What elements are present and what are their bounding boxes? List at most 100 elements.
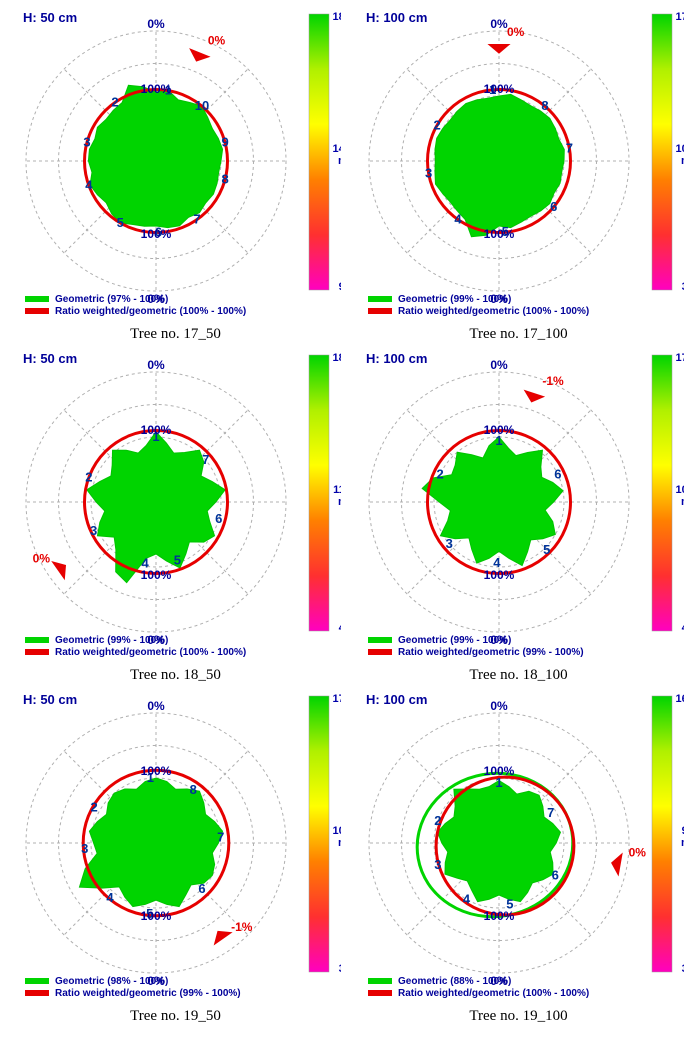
legend: Geometric (97% - 100%)Ratio weighted/geo…: [25, 294, 246, 317]
scale-unit: m/s: [681, 837, 684, 849]
scale-bot: 410: [681, 622, 683, 634]
legend: Geometric (99% - 100%)Ratio weighted/geo…: [368, 294, 589, 317]
panel-title: H: 50 cm: [23, 692, 77, 707]
color-scale: [309, 355, 329, 631]
sensor-label: 7: [565, 141, 572, 156]
ring-pct-label: 100%: [140, 568, 171, 582]
ring-pct-label: 100%: [140, 227, 171, 241]
legend-geom: Geometric (88% - 100%): [398, 976, 511, 987]
sensor-label: 7: [547, 805, 554, 820]
sensor-label: 4: [106, 890, 114, 905]
sensor-label: 10: [194, 98, 208, 113]
sensor-label: 3: [434, 857, 441, 872]
legend-geom: Geometric (99% - 100%): [55, 635, 168, 646]
panel-title: H: 100 cm: [366, 692, 427, 707]
scale-top: 1860: [332, 11, 340, 23]
legend: Geometric (88% - 100%)Ratio weighted/geo…: [368, 976, 589, 999]
arrow-label: -1%: [231, 920, 253, 934]
color-scale: [652, 355, 672, 631]
ring-pct-label: 100%: [483, 82, 514, 96]
sensor-label: 5: [173, 553, 180, 568]
scale-top: 1720: [675, 352, 683, 364]
sensor-label: 3: [424, 165, 431, 180]
sensor-label: 3: [81, 841, 88, 856]
sensor-label: 3: [83, 134, 90, 149]
ring-pct-label: 100%: [140, 764, 171, 778]
legend-ratio: Ratio weighted/geometric (100% - 100%): [398, 988, 589, 999]
direction-arrow: [611, 854, 621, 875]
sensor-label: 7: [193, 212, 200, 227]
ring-pct-label: 0%: [490, 699, 508, 713]
scale-top: 1620: [675, 693, 683, 705]
sensor-label: 6: [551, 868, 558, 883]
scale-unit: m/s: [681, 496, 684, 508]
sensor-label: 2: [90, 799, 97, 814]
arrow-label: 0%: [207, 34, 225, 48]
legend-ratio: Ratio weighted/geometric (100% - 100%): [398, 306, 589, 317]
chart-grid: 123456789100%100%100%0%0%H: 50 cm1860140…: [8, 6, 686, 1025]
sensor-label: 2: [434, 813, 441, 828]
legend-geom: Geometric (98% - 100%): [55, 976, 168, 987]
sensor-label: 2: [436, 467, 443, 482]
sensor-label: 2: [111, 94, 118, 109]
arrow-label: -1%: [542, 374, 564, 388]
panel-19_50: 123456780%100%100%0%-1%H: 50 cm17901085m…: [8, 688, 343, 1025]
scale-unit: m/s: [338, 837, 341, 849]
color-scale: [652, 696, 672, 972]
panel-17_100: 123456780%100%100%0%0%H: 100 cm17001035m…: [351, 6, 686, 343]
direction-arrow: [52, 562, 65, 579]
legend: Geometric (99% - 100%)Ratio weighted/geo…: [25, 635, 246, 658]
legend: Geometric (99% - 100%)Ratio weighted/geo…: [368, 635, 584, 658]
sensor-label: 8: [541, 98, 548, 113]
sensor-label: 2: [85, 470, 92, 485]
panel-19_100: 12345670%100%100%0%0%H: 100 cm1620985m/s…: [351, 688, 686, 1025]
sensor-label: 6: [198, 881, 205, 896]
direction-arrow: [190, 49, 209, 61]
scale-unit: m/s: [338, 496, 341, 508]
ring-pct-label: 100%: [140, 423, 171, 437]
sensor-label: 6: [215, 511, 222, 526]
legend-geom: Geometric (99% - 100%): [398, 294, 511, 305]
ring-pct-label: 100%: [140, 909, 171, 923]
sensor-label: 7: [217, 829, 224, 844]
color-scale: [309, 14, 329, 290]
direction-arrow: [214, 931, 231, 944]
ring-pct-label: 100%: [483, 764, 514, 778]
sensor-label: 6: [550, 199, 557, 214]
ring-pct-label: 0%: [147, 17, 165, 31]
legend: Geometric (98% - 100%)Ratio weighted/geo…: [25, 976, 241, 999]
legend-ratio: Ratio weighted/geometric (99% - 100%): [398, 647, 584, 658]
scale-mid: 1405: [332, 143, 340, 155]
sensor-label: 6: [554, 467, 561, 482]
panel-caption: Tree no. 19_100: [469, 1008, 567, 1025]
panel-caption: Tree no. 17_100: [469, 326, 567, 343]
sensor-label: 5: [543, 542, 550, 557]
sensor-label: 4: [462, 891, 470, 906]
scale-top: 1700: [675, 11, 683, 23]
panel-18_50: 12345670%100%100%0%0%H: 50 cm18001125m/s…: [8, 347, 343, 684]
scale-bot: 380: [338, 963, 340, 975]
sensor-label: 4: [454, 212, 462, 227]
panel-title: H: 50 cm: [23, 10, 77, 25]
sensor-label: 5: [116, 215, 123, 230]
ring-pct-label: 0%: [147, 358, 165, 372]
scale-mid: 1085: [332, 825, 340, 837]
ring-pct-label: 100%: [483, 227, 514, 241]
scale-bot: 370: [681, 281, 683, 293]
legend-geom: Geometric (99% - 100%): [398, 635, 511, 646]
color-scale: [309, 696, 329, 972]
sensor-label: 8: [189, 782, 196, 797]
sensor-label: 8: [221, 172, 228, 187]
panel-17_50: 123456789100%100%100%0%0%H: 50 cm1860140…: [8, 6, 343, 343]
panel-caption: Tree no. 18_100: [469, 667, 567, 684]
scale-bot: 450: [338, 622, 340, 634]
legend-ratio: Ratio weighted/geometric (100% - 100%): [55, 647, 246, 658]
scale-mid: 985: [681, 825, 683, 837]
legend-ratio: Ratio weighted/geometric (100% - 100%): [55, 306, 246, 317]
panel-caption: Tree no. 19_50: [130, 1008, 221, 1025]
ring-pct-label: 100%: [483, 568, 514, 582]
arrow-label: 0%: [628, 845, 646, 859]
scale-bot: 350: [681, 963, 683, 975]
ring-pct-label: 0%: [490, 358, 508, 372]
arrow-label: 0%: [32, 552, 50, 566]
